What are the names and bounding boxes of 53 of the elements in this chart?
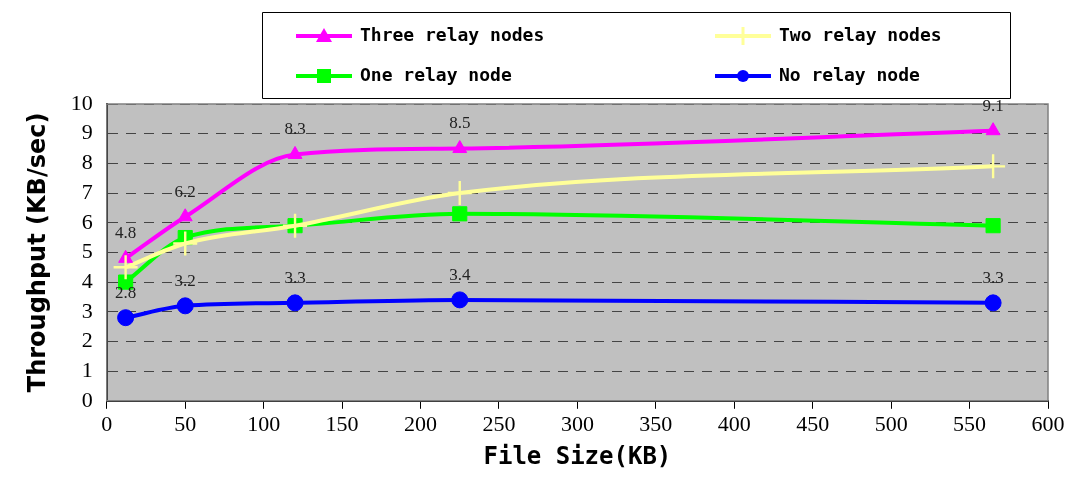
x-tick-label: 300 [560, 410, 594, 436]
legend-label: No relay node [779, 63, 921, 85]
data-label: 3.3 [284, 267, 306, 287]
y-axis-title: Throughput (KB/sec) [22, 112, 51, 393]
x-tick-label: 150 [325, 410, 359, 436]
data-label: 8.3 [284, 119, 306, 139]
y-tick-label: 4 [81, 267, 93, 293]
x-tick-label: 450 [796, 410, 830, 436]
legend-label: Three relay nodes [360, 23, 545, 45]
data-label: 3.2 [174, 270, 196, 290]
point [176, 297, 194, 315]
y-tick-label: 7 [81, 178, 93, 204]
point [451, 291, 469, 309]
point [283, 213, 308, 238]
x-tick-label: 100 [247, 410, 281, 436]
point [452, 140, 468, 154]
x-tick-label: 250 [482, 410, 516, 436]
legend-label: Two relay nodes [779, 23, 942, 45]
y-tick-label: 9 [81, 119, 93, 145]
y-tick-label: 5 [81, 238, 93, 264]
y-tick-label: 1 [81, 356, 93, 382]
x-tick-label: 600 [1031, 410, 1065, 436]
point [984, 294, 1002, 312]
data-label: 4.8 [115, 223, 137, 243]
data-label: 8.5 [449, 113, 471, 133]
point [173, 231, 198, 256]
y-tick-label: 2 [81, 327, 93, 353]
point [177, 208, 193, 222]
y-tick-label: 10 [70, 89, 93, 115]
x-tick-label: 350 [639, 410, 673, 436]
point [113, 255, 138, 280]
data-label: 3.4 [449, 264, 471, 284]
point [286, 294, 304, 312]
point [287, 145, 303, 159]
point [985, 122, 1001, 136]
x-tick-label: 50 [174, 410, 197, 436]
y-tick-label: 3 [81, 297, 93, 323]
data-label: 6.2 [174, 181, 196, 201]
x-tick-label: 400 [717, 410, 751, 436]
y-tick-label: 0 [81, 386, 93, 412]
point [452, 206, 468, 222]
x-tick-label: 550 [953, 410, 987, 436]
data-label: 3.3 [982, 267, 1004, 287]
y-tick-label: 6 [81, 208, 93, 234]
y-tick-label: 8 [81, 149, 93, 175]
data-label: 9.1 [982, 95, 1004, 115]
x-axis-title: File Size(KB) [483, 441, 672, 470]
x-tick-label: 200 [404, 410, 438, 436]
x-tick-label: 500 [874, 410, 908, 436]
point [985, 218, 1001, 234]
point [117, 309, 135, 327]
legend-label: One relay node [360, 63, 512, 85]
x-tick-label: 0 [101, 410, 113, 436]
